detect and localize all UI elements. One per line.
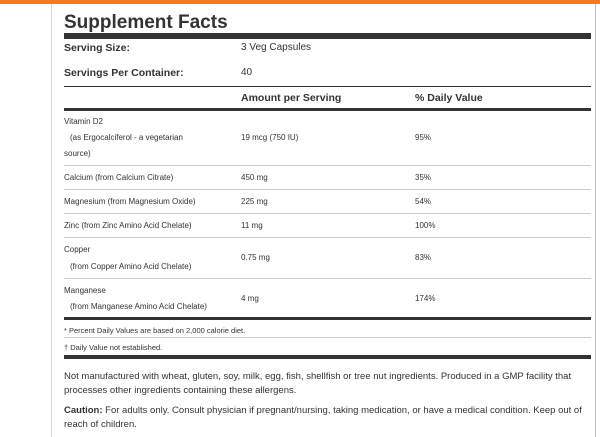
panel-bottom-rule [64,355,591,359]
percent-daily-footnote: * Percent Daily Values are based on 2,00… [64,326,246,335]
nutrient-name: Magnesium (from Magnesium Oxide) [64,197,196,206]
nutrient-daily-value: 100% [415,221,436,230]
caution-text: For adults only. Consult physician if pr… [64,405,582,430]
nutrient-name: Vitamin D2 [64,117,103,126]
nutrient-name: Manganese [64,286,106,295]
serving-size-label: Serving Size: [64,42,130,54]
row-divider [64,165,591,166]
nutrient-detail: source) [64,149,91,158]
daily-value-header: % Daily Value [415,92,483,104]
nutrient-daily-value: 54% [415,197,432,206]
amount-per-serving-header: Amount per Serving [241,92,342,104]
nutrient-name: Calcium (from Calcium Citrate) [64,173,174,182]
nutrient-daily-value: 35% [415,173,432,182]
nutrient-daily-value: 83% [415,253,432,262]
nutrient-detail: (from Copper Amino Acid Chelate) [70,262,192,271]
nutrient-amount: 19 mcg (750 IU) [241,133,299,142]
nutrient-amount: 450 mg [241,173,268,182]
frame-right-border [595,4,596,437]
nutrient-daily-value: 95% [415,133,432,142]
row-divider [64,213,591,214]
header-bottom-rule [64,108,591,111]
top-accent-bar [0,0,600,4]
dagger-footnote: † Daily Value not established. [64,343,163,352]
header-top-rule [64,86,591,87]
footnote-divider [64,337,591,338]
nutrient-amount: 225 mg [241,197,268,206]
row-divider [64,278,591,279]
servings-per-container-value: 40 [241,67,253,78]
servings-per-container-label: Servings Per Container: [64,67,184,79]
nutrient-amount: 11 mg [241,221,263,230]
row-divider [64,237,591,238]
nutrient-daily-value: 174% [415,294,436,303]
caution-note: Caution: For adults only. Consult physic… [64,404,592,432]
caution-label: Caution: [64,405,103,416]
nutrient-name: Zinc (from Zinc Amino Acid Chelate) [64,221,192,230]
serving-size-value: 3 Veg Capsules [241,42,312,53]
nutrient-detail: (as Ergocalciferol - a vegetarian [70,133,183,142]
frame-left-border [51,4,52,437]
nutrient-name: Copper [64,245,91,254]
allergen-note: Not manufactured with wheat, gluten, soy… [64,371,572,396]
panel-title: Supplement Facts [64,12,228,33]
title-rule [64,33,591,39]
nutrients-bottom-rule [64,317,591,320]
row-divider [64,189,591,190]
nutrient-amount: 0.75 mg [241,253,270,262]
nutrient-detail: (from Manganese Amino Acid Chelate) [70,302,207,311]
nutrient-amount: 4 mg [241,294,259,303]
